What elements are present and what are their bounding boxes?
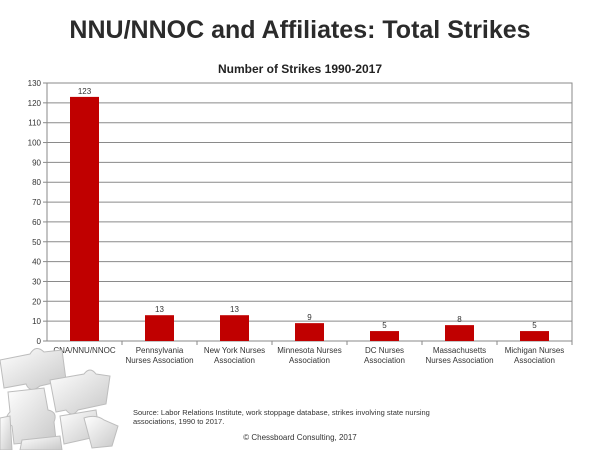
bar — [220, 315, 249, 341]
bar — [145, 315, 174, 341]
bar — [520, 331, 549, 341]
y-tick-label: 90 — [32, 158, 41, 167]
x-tick-label: Association — [214, 356, 255, 365]
chart-title: Number of Strikes 1990-2017 — [217, 62, 383, 76]
data-label: 13 — [155, 305, 164, 314]
copyright-text: © Chessboard Consulting, 2017 — [243, 433, 357, 442]
data-label: 9 — [307, 313, 312, 322]
page-title: NNU/NNOC and Affiliates: Total Strikes — [69, 16, 531, 44]
y-tick-label: 110 — [28, 119, 41, 128]
data-label: 8 — [457, 315, 462, 324]
x-tick-label: Pennsylvania — [136, 346, 184, 355]
bar-chart: 0 10 20 30 40 50 60 70 80 90 100 110 120 130 123 CNA/NN… — [28, 79, 573, 365]
bar — [295, 323, 324, 341]
x-tick-label: Nurses Association — [125, 356, 193, 365]
x-tick-label: Michigan Nurses — [505, 346, 565, 355]
x-tick-label: Association — [514, 356, 555, 365]
y-tick-label: 70 — [32, 198, 41, 207]
y-tick-label: 120 — [28, 99, 42, 108]
y-tick-label: 100 — [28, 139, 42, 148]
bar — [445, 325, 474, 341]
x-tick-label: CNA/NNU/NNOC — [53, 346, 115, 355]
data-label: 13 — [230, 305, 239, 314]
data-label: 5 — [532, 321, 537, 330]
y-tick-label: 80 — [32, 178, 41, 187]
data-label: 123 — [78, 87, 92, 96]
x-tick-label: Association — [364, 356, 405, 365]
x-tick-label: DC Nurses — [365, 346, 404, 355]
x-tick-label: New York Nurses — [204, 346, 265, 355]
y-tick-label: 0 — [37, 337, 42, 346]
y-tick-label: 40 — [32, 258, 41, 267]
bar — [370, 331, 399, 341]
y-tick-label: 130 — [28, 79, 42, 88]
x-tick-label: Nurses Association — [425, 356, 493, 365]
x-tick-label: Massachusetts — [433, 346, 486, 355]
y-tick-label: 60 — [32, 218, 41, 227]
x-tick-label: Association — [289, 356, 330, 365]
plot-area — [46, 82, 573, 342]
puzzle-pieces-image — [0, 348, 119, 450]
y-tick-label: 10 — [32, 317, 41, 326]
y-tick-label: 30 — [32, 277, 41, 286]
source-note: Source: Labor Relations Institute, work … — [133, 408, 430, 426]
data-label: 5 — [382, 321, 387, 330]
y-tick-label: 50 — [32, 238, 41, 247]
y-tick-label: 20 — [32, 297, 41, 306]
x-tick-label: Minnesota Nurses — [277, 346, 341, 355]
bar — [70, 96, 99, 342]
